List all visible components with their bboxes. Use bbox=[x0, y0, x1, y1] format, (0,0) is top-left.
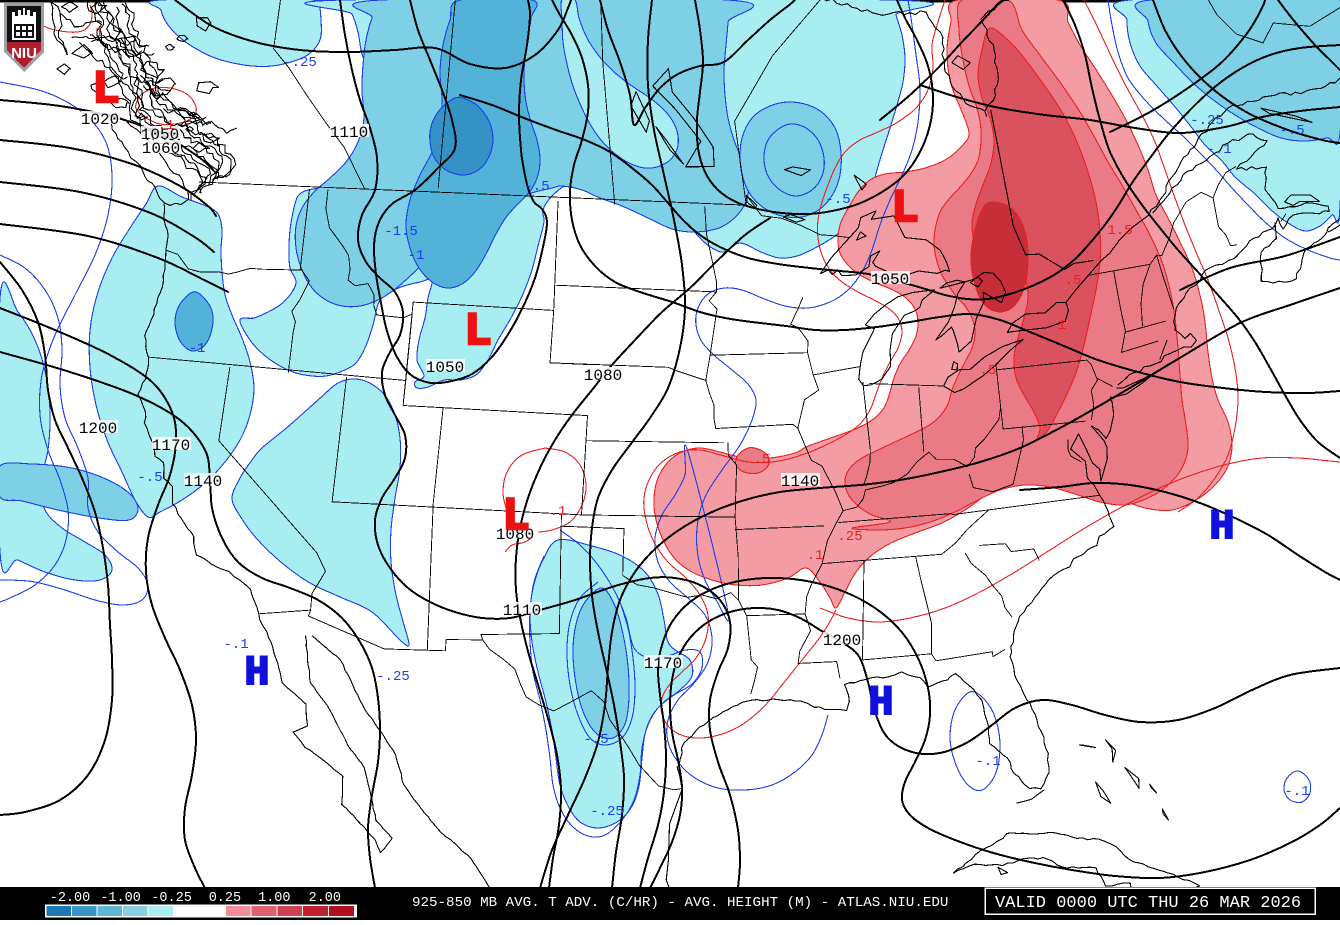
svg-text:-.5: -.5 bbox=[137, 470, 162, 486]
svg-text:-.25: -.25 bbox=[590, 804, 624, 820]
svg-text:1080: 1080 bbox=[584, 367, 622, 385]
svg-text:1.00: 1.00 bbox=[258, 891, 290, 906]
svg-text:1140: 1140 bbox=[781, 473, 819, 491]
svg-text:1050: 1050 bbox=[426, 359, 464, 377]
svg-text:.25: .25 bbox=[837, 529, 862, 545]
svg-text:.1: .1 bbox=[807, 548, 824, 564]
svg-text:0.25: 0.25 bbox=[209, 891, 241, 906]
svg-text:-.5: -.5 bbox=[583, 732, 608, 748]
svg-text:.5: .5 bbox=[980, 363, 997, 379]
svg-text:L: L bbox=[464, 306, 492, 358]
svg-text:-1: -1 bbox=[408, 248, 425, 264]
svg-text:1110: 1110 bbox=[330, 124, 368, 142]
svg-text:1110: 1110 bbox=[503, 602, 541, 620]
svg-text:1020: 1020 bbox=[81, 111, 119, 129]
svg-text:-.25: -.25 bbox=[376, 669, 410, 685]
svg-text:H: H bbox=[1209, 503, 1234, 551]
svg-text:-.25: -.25 bbox=[283, 55, 317, 71]
svg-text:1080: 1080 bbox=[496, 526, 534, 544]
svg-text:-1: -1 bbox=[189, 341, 206, 357]
svg-text:1.5: 1.5 bbox=[1107, 223, 1132, 239]
svg-text:.1: .1 bbox=[550, 504, 567, 520]
svg-text:1050: 1050 bbox=[141, 126, 179, 144]
svg-text:L: L bbox=[92, 64, 120, 116]
svg-text:1: 1 bbox=[1058, 318, 1066, 334]
svg-text:-.25: -.25 bbox=[1190, 113, 1224, 129]
svg-text:-1.5: -1.5 bbox=[384, 224, 418, 240]
svg-text:H: H bbox=[244, 649, 269, 697]
svg-text:-.1: -.1 bbox=[975, 754, 1000, 770]
svg-text:-.1: -.1 bbox=[1284, 784, 1309, 800]
svg-text:1170: 1170 bbox=[644, 655, 682, 673]
svg-text:1200: 1200 bbox=[79, 420, 117, 438]
svg-text:925-850 MB AVG. T ADV. (C/HR): 925-850 MB AVG. T ADV. (C/HR) - AVG. HEI… bbox=[412, 895, 948, 911]
svg-text:1170: 1170 bbox=[152, 437, 190, 455]
svg-text:L: L bbox=[502, 491, 530, 543]
svg-text:1050: 1050 bbox=[871, 271, 909, 289]
svg-text:-.5: -.5 bbox=[825, 192, 850, 208]
svg-text:-2.00: -2.00 bbox=[50, 891, 91, 906]
svg-text:1200: 1200 bbox=[823, 632, 861, 650]
svg-text:NIU: NIU bbox=[11, 45, 37, 62]
svg-text:-.1: -.1 bbox=[223, 637, 248, 653]
svg-text:-1.00: -1.00 bbox=[100, 891, 141, 906]
svg-text:VALID 0000 UTC THU 26 MAR 2026: VALID 0000 UTC THU 26 MAR 2026 bbox=[995, 894, 1301, 913]
svg-text:-0.25: -0.25 bbox=[151, 891, 192, 906]
svg-text:.1: .1 bbox=[158, 118, 175, 134]
svg-text:2.00: 2.00 bbox=[309, 891, 341, 906]
svg-text:.1: .1 bbox=[87, 25, 104, 41]
svg-text:-.5: -.5 bbox=[524, 179, 549, 195]
svg-text:-.5: -.5 bbox=[1279, 123, 1304, 139]
svg-text:.5: .5 bbox=[1065, 273, 1082, 289]
svg-text:H: H bbox=[868, 679, 893, 727]
svg-text:1140: 1140 bbox=[184, 473, 222, 491]
svg-text:1060: 1060 bbox=[142, 140, 180, 158]
svg-text:L: L bbox=[891, 183, 919, 235]
svg-text:.5: .5 bbox=[754, 452, 771, 468]
svg-text:-.1: -.1 bbox=[1206, 142, 1231, 158]
